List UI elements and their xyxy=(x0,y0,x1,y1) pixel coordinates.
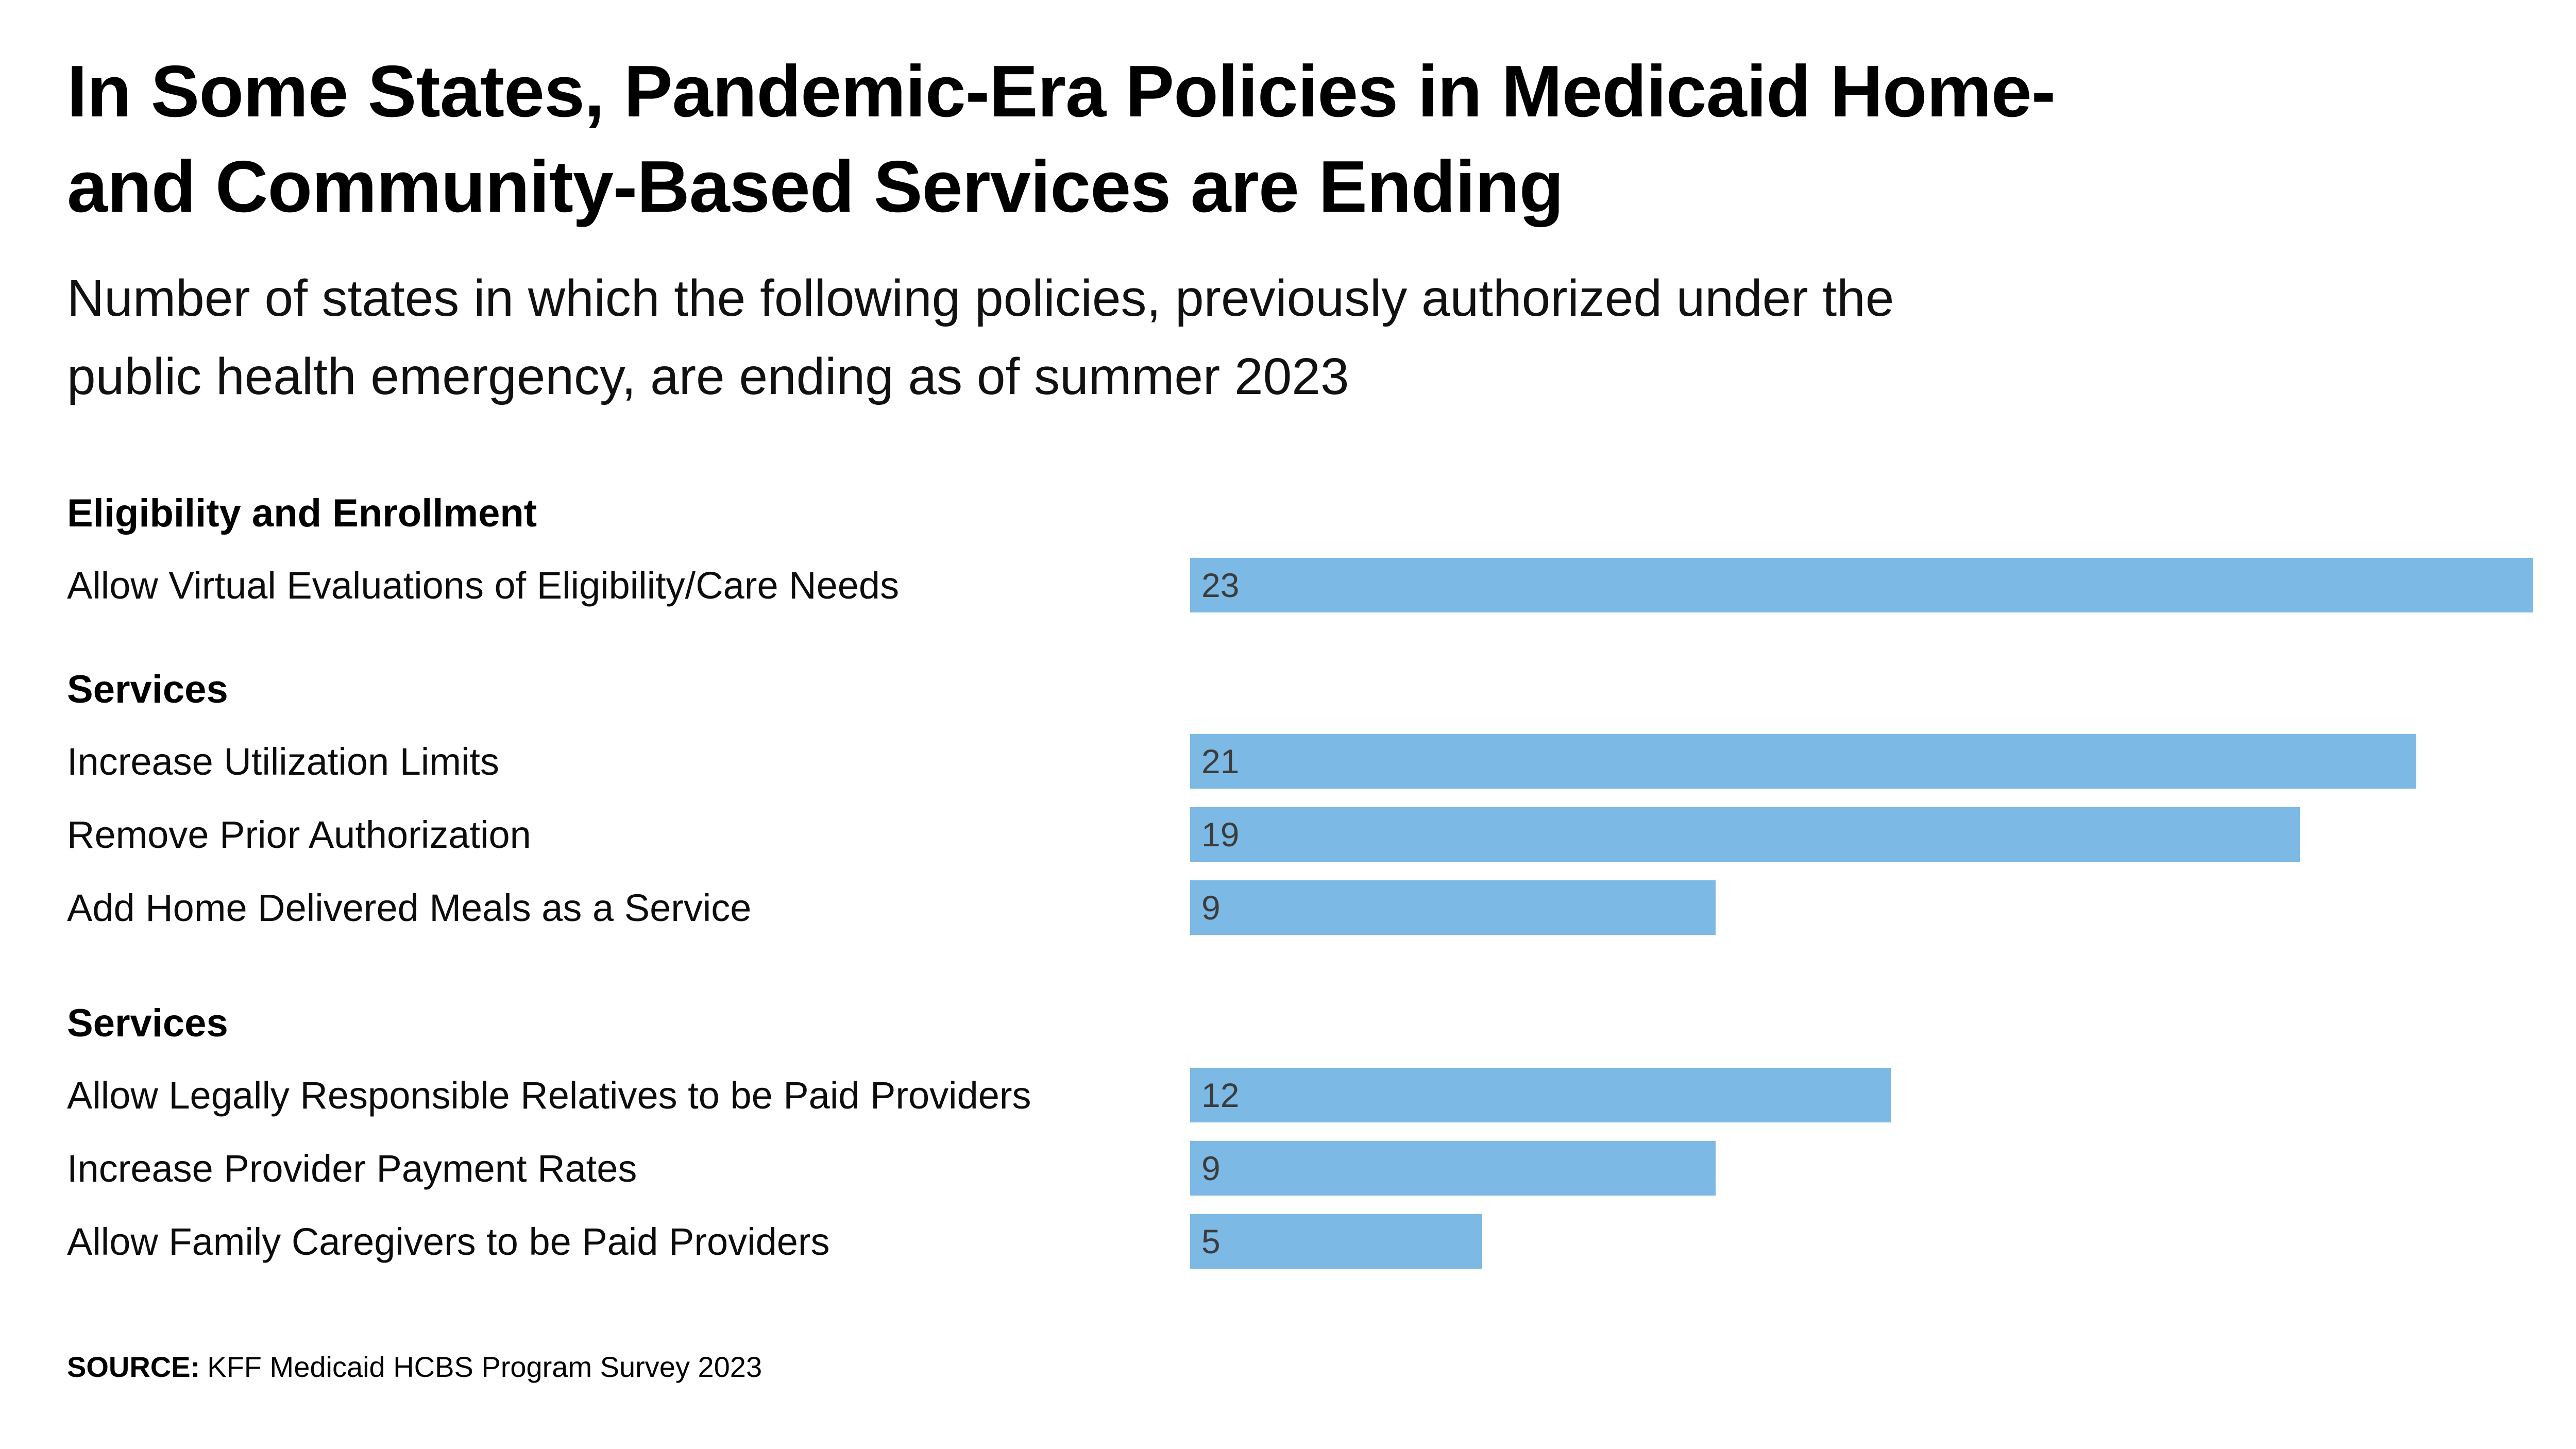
bar-label: Add Home Delivered Meals as a Service xyxy=(67,886,752,929)
bar-label: Remove Prior Authorization xyxy=(67,813,531,856)
bar-value-label: 5 xyxy=(1201,1222,1221,1260)
bar-row: Remove Prior Authorization 19 xyxy=(67,807,2533,862)
title-line-2: and Community-Based Services are Ending xyxy=(67,146,1564,228)
bar-label: Allow Family Caregivers to be Paid Provi… xyxy=(67,1220,830,1263)
group-header: Services xyxy=(67,1001,228,1045)
bar-value-label: 23 xyxy=(1201,566,1240,604)
chart-group: Eligibility and Enrollment Allow Virtual … xyxy=(67,488,2533,612)
bar: 12 xyxy=(1190,1068,1891,1122)
bar-row: Add Home Delivered Meals as a Service 9 xyxy=(67,880,2533,935)
source-note: SOURCE: KFF Medicaid HCBS Program Survey … xyxy=(67,1350,2533,1384)
bar: 23 xyxy=(1190,558,2533,612)
bar: 9 xyxy=(1190,880,1716,935)
group-header: Services xyxy=(67,668,228,711)
bar-value-label: 9 xyxy=(1201,889,1221,927)
subtitle-line-2: public health emergency, are ending as o… xyxy=(67,348,1349,405)
chart-groups: Eligibility and Enrollment Allow Virtual … xyxy=(67,488,2533,1269)
bar-value-label: 12 xyxy=(1201,1076,1240,1114)
bar-label: Allow Virtual Evaluations of Eligibility… xyxy=(67,564,900,607)
bar-label: Increase Provider Payment Rates xyxy=(67,1147,637,1190)
group-header: Eligibility and Enrollment xyxy=(67,491,537,535)
chart-group: Services Increase Utilization Limits 21 Rem… xyxy=(67,664,2533,935)
source-text: KFF Medicaid HCBS Program Survey 2023 xyxy=(207,1351,762,1383)
bar-value-label: 19 xyxy=(1201,815,1240,854)
bar-row: Allow Family Caregivers to be Paid Provi… xyxy=(67,1214,2533,1269)
title-line-1: In Some States, Pandemic-Era Policies in… xyxy=(67,50,2056,132)
bar-chart: Eligibility and Enrollment Allow Virtual … xyxy=(67,488,2533,1269)
figure-subtitle: Number of states in which the following … xyxy=(67,259,2533,416)
bar-value-label: 9 xyxy=(1201,1149,1221,1187)
chart-group: Services Allow Legally Responsible Relati… xyxy=(67,998,2533,1269)
bar: 19 xyxy=(1190,807,2300,862)
source-label: SOURCE: xyxy=(67,1351,200,1383)
bar-row: Allow Legally Responsible Relatives to b… xyxy=(67,1068,2533,1122)
bar: 21 xyxy=(1190,734,2416,789)
bar-label: Increase Utilization Limits xyxy=(67,740,499,783)
bar-row: Increase Provider Payment Rates 9 xyxy=(67,1141,2533,1196)
figure-title: In Some States, Pandemic-Era Policies in… xyxy=(67,44,2533,234)
bar: 5 xyxy=(1190,1214,1482,1269)
bar-row: Increase Utilization Limits 21 xyxy=(67,734,2533,789)
bar-value-label: 21 xyxy=(1201,742,1240,780)
bar: 9 xyxy=(1190,1141,1716,1196)
subtitle-line-1: Number of states in which the following … xyxy=(67,269,1894,327)
bar-label: Allow Legally Responsible Relatives to b… xyxy=(67,1073,1031,1117)
bar-row: Allow Virtual Evaluations of Eligibility… xyxy=(67,558,2533,612)
